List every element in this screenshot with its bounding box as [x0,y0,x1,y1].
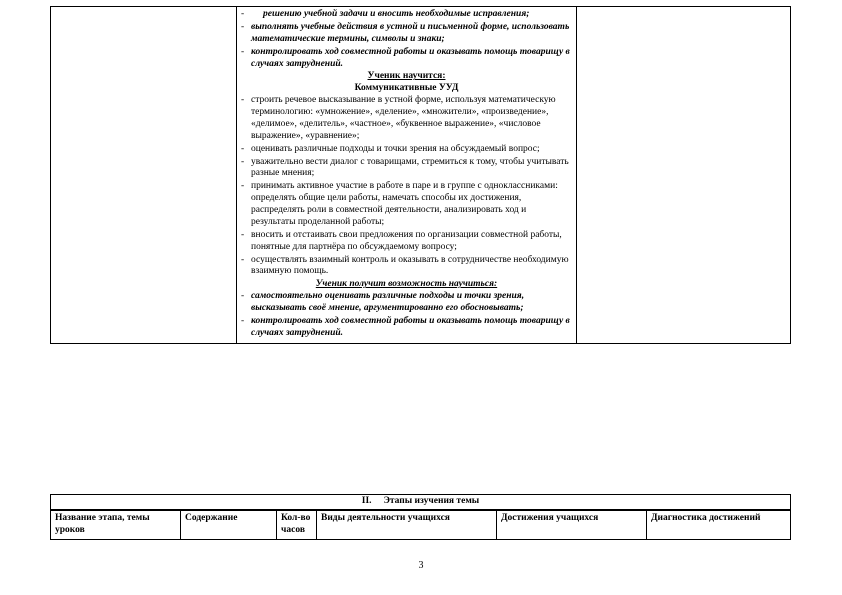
bullet-text: самостоятельно оценивать различные подхо… [251,291,524,313]
bullet-text: контролировать ход совместной работы и о… [251,316,570,338]
bullets3-list: самостоятельно оценивать различные подхо… [241,291,572,340]
heading-communicative: Коммуникативные УУД [241,83,572,95]
top-table: решению учебной задачи и вносить необход… [50,6,791,344]
page-number: 3 [0,560,842,571]
header-table: Название этапа, темы уроков Содержание К… [50,510,791,540]
section-title: Этапы изучения темы [383,496,479,506]
hdr-label: Кол-во часов [281,513,310,535]
col-hours: Кол-во часов [277,511,317,540]
col-content: Содержание [181,511,277,540]
heading-learn: Ученик научится: [241,71,572,83]
bullet-text: оценивать различные подходы и точки зрен… [251,144,540,154]
col-achievements: Достижения учащихся [497,511,647,540]
top-col-right [577,7,791,344]
section-cell: II. Этапы изучения темы [51,495,791,510]
bullet-text: решению учебной задачи и вносить необход… [263,9,529,19]
hdr-label: Название этапа, темы уроков [55,513,150,535]
bullet-text: принимать активное участие в работе в па… [251,181,558,227]
col-stage-name: Название этапа, темы уроков [51,511,181,540]
bullet-text: осуществлять взаимный контроль и оказыва… [251,255,569,277]
hdr-label: Содержание [185,513,237,523]
col-activities: Виды деятельности учащихся [317,511,497,540]
col-diagnostics: Диагностика достижений [647,511,791,540]
bullet-text: уважительно вести диалог с товарищами, с… [251,157,569,179]
section-bar: II. Этапы изучения темы [50,494,791,510]
hdr-label: Достижения учащихся [501,513,598,523]
intro-list: решению учебной задачи и вносить необход… [241,9,572,70]
bullets2-list: строить речевое высказывание в устной фо… [241,95,572,278]
section-roman: II. [362,496,372,506]
heading-opportunity: Ученик получит возможность научиться: [241,279,572,291]
bullet-text: выполнять учебные действия в устной и пи… [251,22,569,44]
bullet-text: строить речевое высказывание в устной фо… [251,95,556,141]
top-col-middle: решению учебной задачи и вносить необход… [237,7,577,344]
hdr-label: Диагностика достижений [651,513,760,523]
top-col-left [51,7,237,344]
hdr-label: Виды деятельности учащихся [321,513,450,523]
bullet-text: контролировать ход совместной работы и о… [251,47,570,69]
page: решению учебной задачи и вносить необход… [0,0,842,595]
bullet-text: вносить и отстаивать свои предложения по… [251,230,562,252]
